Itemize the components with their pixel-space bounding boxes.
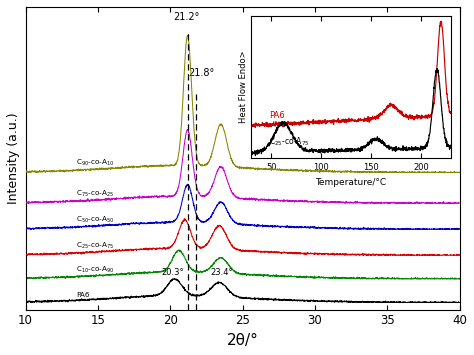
Text: C$_{25}$-co-A$_{75}$: C$_{25}$-co-A$_{75}$ (76, 241, 115, 251)
Text: C$_{10}$-co-A$_{90}$: C$_{10}$-co-A$_{90}$ (76, 264, 115, 275)
Text: C$_{90}$-co-A$_{10}$: C$_{90}$-co-A$_{10}$ (76, 158, 115, 168)
Text: 21.2°: 21.2° (173, 12, 200, 22)
Text: C$_{75}$-co-A$_{25}$: C$_{75}$-co-A$_{25}$ (76, 189, 115, 199)
X-axis label: 2θ/°: 2θ/° (227, 333, 258, 348)
Text: 23.4°: 23.4° (210, 268, 233, 277)
Y-axis label: Intensity (a.u.): Intensity (a.u.) (7, 113, 20, 204)
Text: 21.8°: 21.8° (188, 68, 214, 78)
Text: C$_{50}$-co-A$_{50}$: C$_{50}$-co-A$_{50}$ (76, 215, 115, 225)
Text: 20.3°: 20.3° (161, 268, 184, 277)
Text: PA6: PA6 (76, 293, 90, 298)
